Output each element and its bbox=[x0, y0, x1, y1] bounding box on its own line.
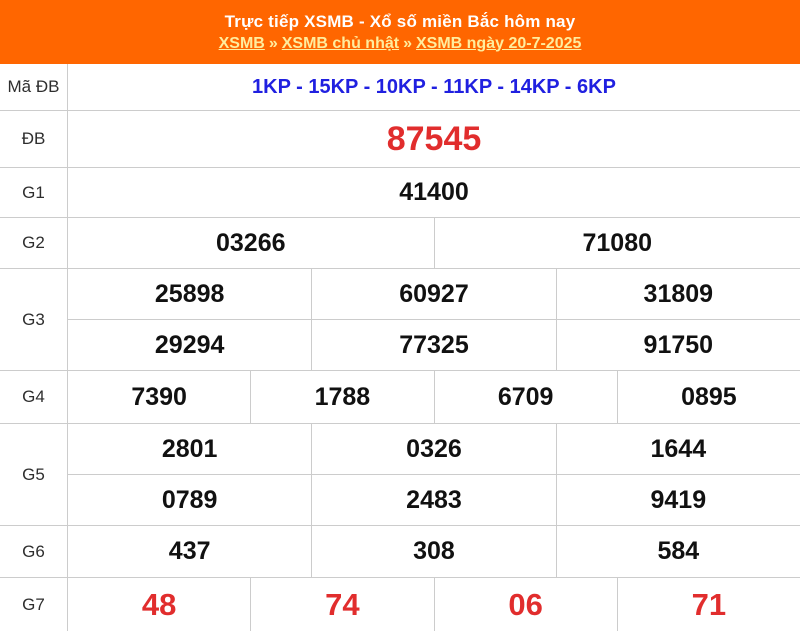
breadcrumb-separator: » bbox=[403, 34, 412, 52]
prize-value: 584 bbox=[555, 526, 800, 577]
prize-value: 41400 bbox=[399, 178, 469, 206]
prize-label: G1 bbox=[22, 182, 45, 202]
prize-value: 0789 bbox=[161, 485, 218, 514]
prize-value-red: 48 bbox=[141, 586, 177, 622]
prize-value: 31809 bbox=[555, 269, 800, 319]
prize-value-red: 74 bbox=[250, 578, 433, 631]
page-title: Trực tiếp XSMB - Xổ số miền Bắc hôm nay bbox=[224, 11, 576, 31]
prize-label: Mã ĐB bbox=[7, 77, 60, 96]
prize-value: 0895 bbox=[616, 371, 800, 423]
prize-value: 03266 bbox=[215, 228, 286, 257]
prize-row-g1: G1 41400 bbox=[0, 167, 800, 217]
prize-value: 6709 bbox=[433, 371, 617, 423]
prize-value: 60927 bbox=[311, 269, 555, 319]
prize-value: 308 bbox=[311, 526, 555, 577]
prize-label: G5 bbox=[22, 464, 45, 484]
prize-value: 1788 bbox=[250, 371, 433, 423]
prize-row-g7: G7 48 74 06 71 bbox=[0, 577, 800, 631]
page-header: Trực tiếp XSMB - Xổ số miền Bắc hôm nay … bbox=[0, 0, 800, 64]
prize-value-red: 71 bbox=[616, 578, 800, 631]
prize-value-code: 1KP - 15KP - 10KP - 11KP - 14KP - 6KP bbox=[252, 75, 616, 98]
prize-value: 2801 bbox=[161, 434, 218, 463]
prize-row-g4: G4 7390 1788 6709 0895 bbox=[0, 370, 800, 423]
prize-label: G7 bbox=[22, 594, 45, 614]
prize-value: 9419 bbox=[555, 475, 800, 525]
prize-value: 25898 bbox=[154, 279, 225, 308]
breadcrumb-link-xsmb-chu-nhat[interactable]: XSMB chủ nhật bbox=[281, 34, 400, 52]
breadcrumb-link-xsmb[interactable]: XSMB bbox=[218, 34, 265, 52]
prize-value-special: 87545 bbox=[386, 119, 482, 158]
prize-value-red: 06 bbox=[433, 578, 617, 631]
prize-value: 0326 bbox=[311, 424, 555, 474]
prize-label: G2 bbox=[22, 233, 45, 252]
breadcrumb-separator: » bbox=[268, 34, 278, 52]
prize-row-g3: G3 25898 60927 31809 29294 77325 91750 bbox=[0, 268, 800, 370]
prize-value: 2483 bbox=[311, 475, 555, 525]
prize-label: ĐB bbox=[21, 129, 46, 148]
prize-value: 77325 bbox=[311, 320, 555, 370]
prize-value: 71080 bbox=[433, 218, 800, 268]
breadcrumb: XSMB» XSMB chủ nhật» XSMB ngày 20-7-2025 bbox=[219, 35, 582, 53]
prize-row-g5: G5 2801 0326 1644 0789 2483 9419 bbox=[0, 423, 800, 525]
prize-row-ma-db: Mã ĐB 1KP - 15KP - 10KP - 11KP - 14KP - … bbox=[0, 64, 800, 110]
prize-label: G4 bbox=[22, 387, 45, 406]
prize-row-db: ĐB 87545 bbox=[0, 110, 800, 167]
lottery-result-table: Mã ĐB 1KP - 15KP - 10KP - 11KP - 14KP - … bbox=[0, 64, 800, 631]
prize-value: 7390 bbox=[131, 382, 187, 411]
prize-row-g2: G2 03266 71080 bbox=[0, 217, 800, 268]
prize-value: 1644 bbox=[555, 424, 800, 474]
prize-label: G6 bbox=[22, 541, 45, 561]
prize-value: 437 bbox=[168, 537, 211, 565]
prize-row-g6: G6 437 308 584 bbox=[0, 525, 800, 577]
prize-value: 29294 bbox=[154, 330, 225, 359]
prize-label: G3 bbox=[22, 309, 45, 329]
breadcrumb-link-xsmb-date[interactable]: XSMB ngày 20-7-2025 bbox=[415, 34, 582, 52]
prize-value: 91750 bbox=[555, 320, 800, 370]
